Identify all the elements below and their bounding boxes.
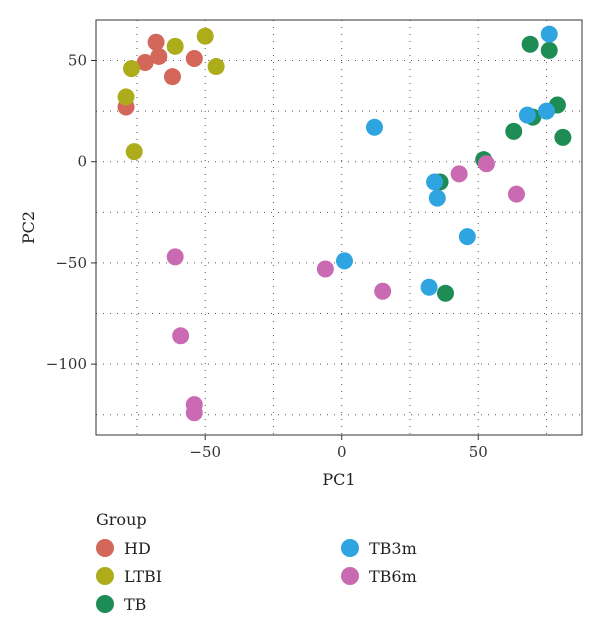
point-hd — [147, 33, 165, 51]
y-tick-label: 0 — [77, 153, 87, 171]
legend-label-ltbi: LTBI — [124, 566, 163, 586]
point-tb6m — [507, 185, 525, 203]
legend: Group HD LTBI TB TB3m TB6m — [96, 508, 576, 623]
point-tb3m — [365, 118, 383, 136]
legend-title: Group — [96, 510, 147, 529]
data-points — [117, 25, 572, 422]
legend-key-tb6m — [341, 567, 359, 585]
point-tb — [540, 41, 558, 59]
x-tick-label: 0 — [337, 443, 347, 461]
legend-key-hd — [96, 539, 114, 557]
point-ltbi — [122, 60, 140, 78]
x-tick-label: 50 — [469, 443, 488, 461]
point-tb3m — [518, 106, 536, 124]
x-tick-label: −50 — [189, 443, 221, 461]
legend-label-tb3m: TB3m — [369, 538, 417, 558]
point-tb6m — [374, 282, 392, 300]
legend-item-hd: HD — [96, 536, 151, 560]
point-tb3m — [428, 189, 446, 207]
point-tb — [554, 128, 572, 146]
point-tb — [521, 35, 539, 53]
point-tb — [436, 284, 454, 302]
point-tb6m — [172, 327, 190, 345]
point-ltbi — [196, 27, 214, 45]
x-axis-ticks: −50 0 50 — [189, 435, 488, 461]
point-ltbi — [207, 58, 225, 76]
point-tb3m — [420, 278, 438, 296]
point-tb6m — [450, 165, 468, 183]
point-tb6m — [166, 248, 184, 266]
point-ltbi — [117, 88, 135, 106]
point-tb — [505, 122, 523, 140]
point-tb3m — [458, 228, 476, 246]
point-tb6m — [477, 155, 495, 173]
plot-frame — [95, 19, 583, 436]
legend-key-tb3m — [341, 539, 359, 557]
legend-item-tb: TB — [96, 592, 146, 616]
point-tb6m — [185, 404, 203, 422]
y-axis-title: PC2 — [19, 211, 38, 244]
x-axis-title: PC1 — [322, 470, 355, 489]
point-ltbi — [125, 143, 143, 161]
point-tb6m — [316, 260, 334, 278]
y-tick-label: −50 — [55, 254, 87, 272]
legend-key-tb — [96, 595, 114, 613]
point-hd — [136, 54, 154, 72]
point-ltbi — [166, 37, 184, 55]
point-hd — [185, 49, 203, 67]
point-tb3m — [426, 173, 444, 191]
legend-item-ltbi: LTBI — [96, 564, 162, 588]
y-tick-label: −100 — [46, 355, 87, 373]
pca-scatter-chart: −50 0 50 −100 −50 0 50 PC1 PC2 — [19, 19, 583, 489]
y-tick-label: 50 — [68, 51, 87, 69]
point-tb3m — [540, 25, 558, 43]
legend-label-hd: HD — [124, 538, 151, 558]
point-hd — [163, 68, 181, 86]
point-hd — [150, 47, 168, 65]
point-tb3m — [538, 102, 556, 120]
legend-key-ltbi — [96, 567, 114, 585]
y-axis-ticks: −100 −50 0 50 — [46, 51, 96, 373]
legend-label-tb6m: TB6m — [369, 566, 417, 586]
legend-item-tb6m: TB6m — [341, 564, 417, 588]
legend-item-tb3m: TB3m — [341, 536, 417, 560]
legend-label-tb: TB — [124, 594, 147, 614]
point-tb3m — [335, 252, 353, 270]
